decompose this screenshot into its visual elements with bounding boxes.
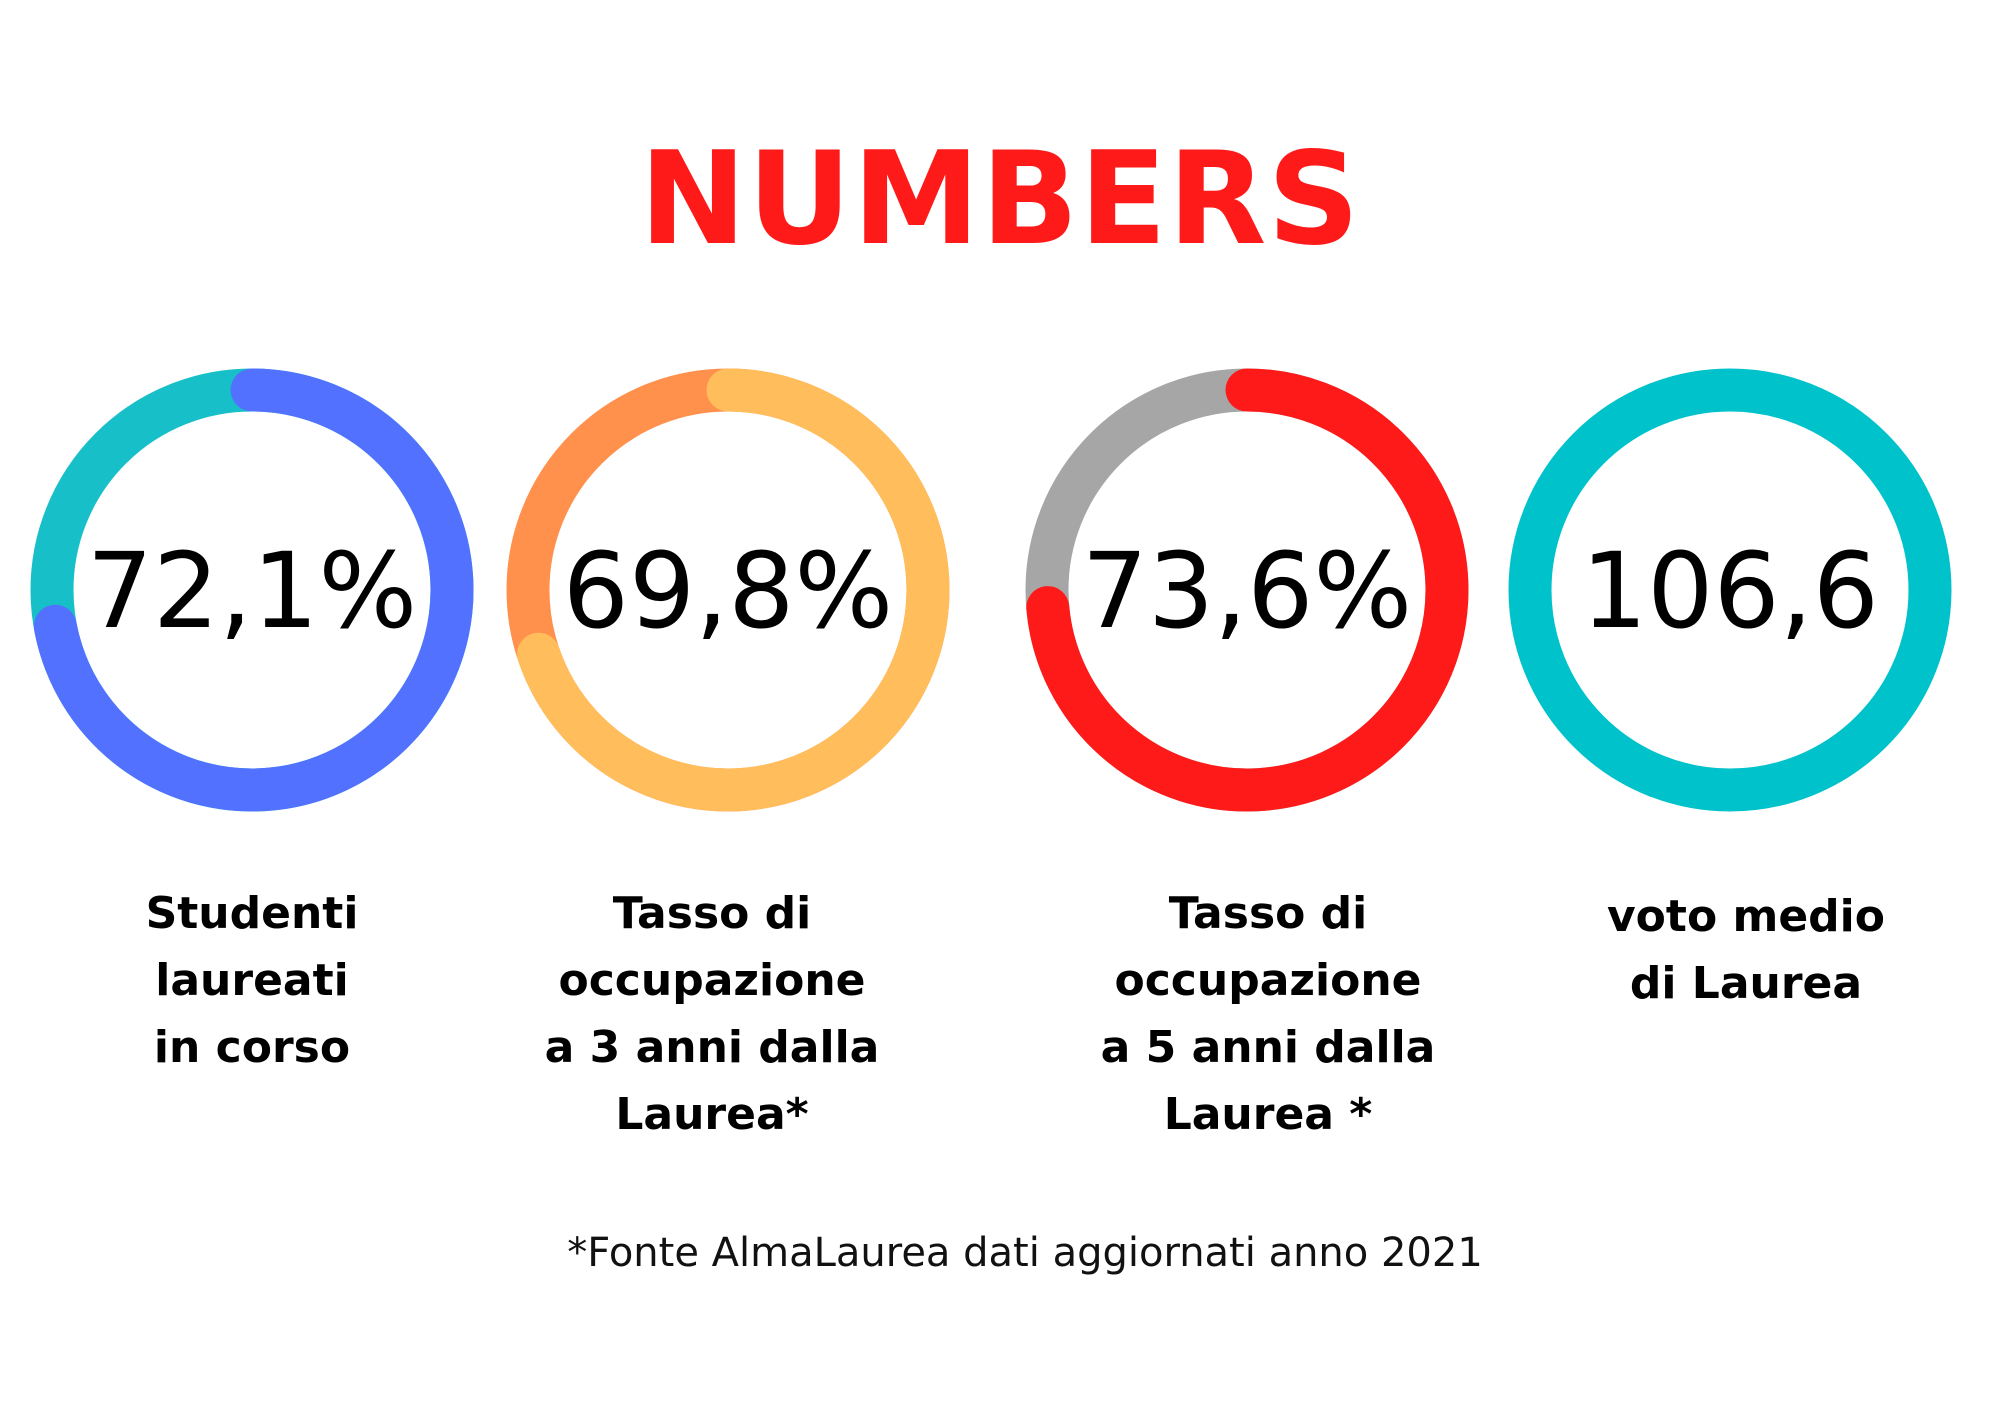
donut-slice-value: [33, 368, 474, 812]
source-footnote: *Fonte AlmaLaurea dati aggiornati anno 2…: [567, 1230, 1483, 1276]
donut-value-label: 69,8%: [563, 530, 893, 652]
donut-average-grade: 106,6: [1508, 368, 1952, 812]
page-title: NUMBERS: [639, 125, 1361, 274]
donut-slice-value: [517, 368, 950, 812]
donut-slice-value: [1026, 368, 1469, 812]
donut-value-label: 72,1%: [87, 530, 417, 652]
donut-graduates-on-time: 72,1%: [30, 368, 474, 812]
donut-slice: [1508, 368, 1952, 812]
donut-employment-3-years: 69,8%: [506, 368, 950, 812]
donut-value-label: 73,6%: [1082, 530, 1412, 652]
donut-employment-5-years: 73,6%: [1025, 368, 1469, 812]
caption-employment-5-years: Tasso di occupazione a 5 anni dalla Laur…: [1100, 888, 1436, 1140]
caption-graduates-on-time: Studenti laureati in corso: [145, 888, 359, 1073]
caption-average-grade: voto medio di Laurea: [1607, 891, 1885, 1009]
donut-value-label: 106,6: [1581, 530, 1879, 652]
caption-employment-3-years: Tasso di occupazione a 3 anni dalla Laur…: [544, 888, 880, 1140]
